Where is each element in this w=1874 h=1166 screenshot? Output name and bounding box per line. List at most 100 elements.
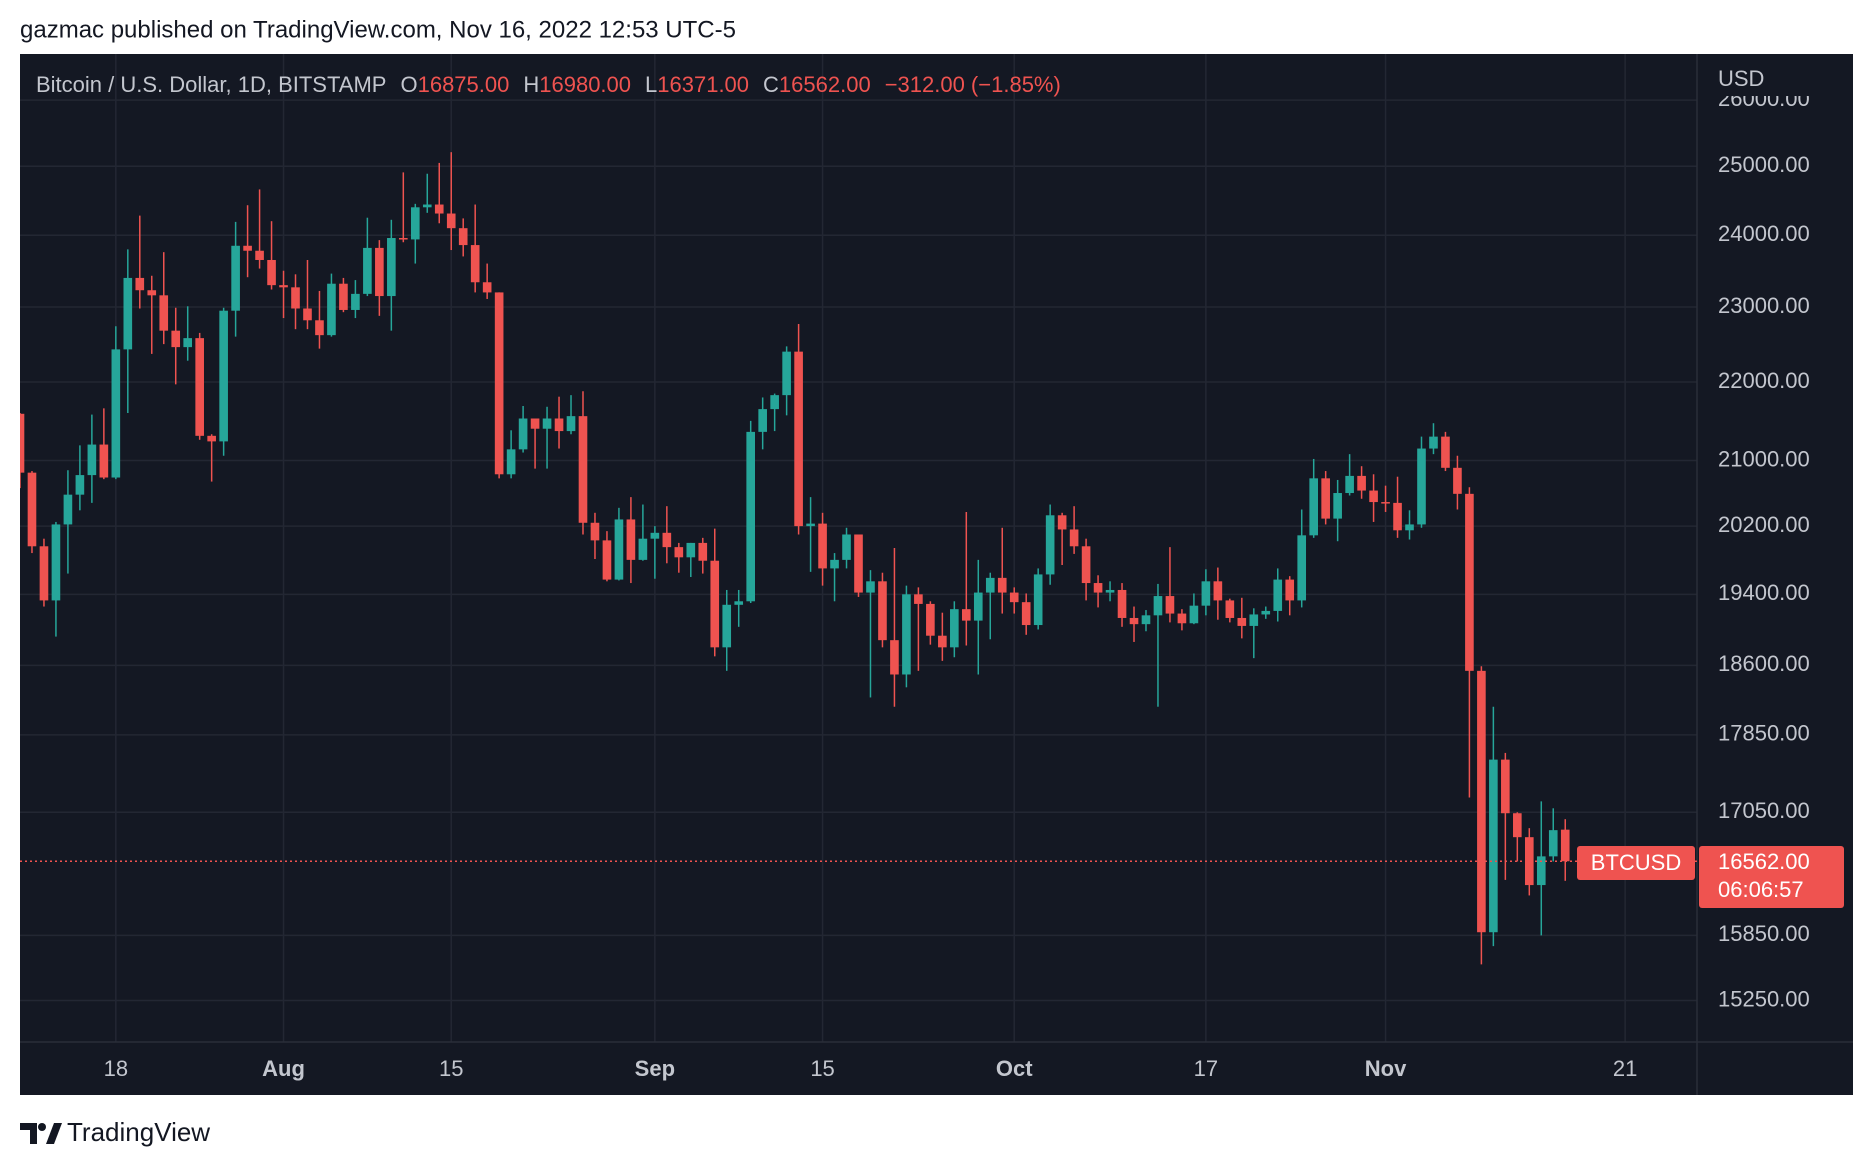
candle-body bbox=[1057, 515, 1067, 530]
candle-body bbox=[207, 435, 216, 442]
candle-body bbox=[626, 519, 636, 560]
candle-body bbox=[973, 592, 983, 621]
candle-body bbox=[650, 532, 660, 539]
candle-body bbox=[1477, 670, 1486, 933]
candle-body bbox=[1249, 614, 1259, 626]
candle-body bbox=[1189, 605, 1199, 624]
candle-body bbox=[1429, 436, 1438, 449]
x-tick-label: 21 bbox=[1613, 1056, 1637, 1081]
candle-body bbox=[1153, 596, 1163, 616]
y-tick-label: 20200.00 bbox=[1718, 512, 1810, 537]
candle-body bbox=[75, 475, 85, 495]
candle-body bbox=[770, 395, 779, 410]
candle-body bbox=[1273, 579, 1283, 611]
y-tick-label: 24000.00 bbox=[1718, 221, 1810, 246]
candle-body bbox=[1117, 589, 1127, 618]
y-tick-label: 22000.00 bbox=[1718, 368, 1810, 393]
candle-body bbox=[159, 295, 169, 331]
caption: gazmac published on TradingView.com, Nov… bbox=[20, 16, 736, 43]
candle-body bbox=[818, 523, 827, 569]
candle-body bbox=[267, 259, 276, 286]
candle-body bbox=[614, 519, 624, 580]
y-tick-label: 25000.00 bbox=[1718, 152, 1810, 177]
symbol-badge-text: BTCUSD bbox=[1591, 850, 1681, 875]
candle-body bbox=[63, 494, 73, 525]
candle-body bbox=[422, 204, 432, 208]
candle-body bbox=[1405, 524, 1414, 531]
y-tick-label: 18600.00 bbox=[1718, 651, 1810, 676]
candle-body bbox=[494, 292, 504, 475]
time-axis: 18 Aug 15 Sep 15 Oct 17 Nov 21 bbox=[104, 1056, 1638, 1081]
x-tick-label: Aug bbox=[262, 1056, 305, 1081]
y-tick-label: 23000.00 bbox=[1718, 293, 1810, 318]
legend-open-label: O bbox=[400, 72, 417, 97]
candle-body bbox=[854, 534, 863, 593]
candle-body bbox=[1524, 837, 1534, 886]
y-axis-title: USD bbox=[1718, 66, 1764, 91]
legend-high: 16980.00 bbox=[539, 72, 631, 97]
candle-body bbox=[39, 546, 49, 601]
candle-body bbox=[578, 416, 588, 523]
candle-body bbox=[87, 444, 97, 476]
candle-body bbox=[458, 228, 468, 246]
price-marker: BTCUSD 16562.00 06:06:57 bbox=[1577, 846, 1844, 908]
candle-body bbox=[1165, 596, 1175, 614]
candle-body bbox=[710, 560, 720, 648]
candle-body bbox=[1261, 610, 1271, 615]
y-tick-label: 15250.00 bbox=[1718, 986, 1810, 1011]
candle-body bbox=[866, 581, 875, 593]
y-tick-label: 26000.00 bbox=[1718, 86, 1810, 111]
candle-body bbox=[351, 293, 360, 310]
price-badge bbox=[1699, 846, 1844, 908]
y-tick-label: 21000.00 bbox=[1718, 446, 1810, 471]
candle-body bbox=[746, 431, 756, 602]
candle-body bbox=[842, 534, 851, 560]
x-tick-label: 17 bbox=[1194, 1056, 1218, 1081]
x-tick-label: Oct bbox=[996, 1056, 1033, 1081]
candle-body bbox=[1105, 589, 1115, 593]
candle-body bbox=[327, 283, 336, 336]
candle-body bbox=[279, 285, 288, 288]
candle-body bbox=[20, 413, 25, 473]
candle-body bbox=[387, 238, 396, 297]
candle-body bbox=[195, 338, 204, 436]
candle-body bbox=[542, 418, 552, 429]
legend-close: 16562.00 bbox=[779, 72, 871, 97]
candle-body bbox=[255, 250, 264, 260]
candle-body bbox=[147, 290, 157, 296]
candle-body bbox=[291, 287, 300, 309]
candle-body bbox=[303, 308, 312, 321]
candle-body bbox=[1009, 592, 1019, 603]
candle-body bbox=[1285, 579, 1295, 601]
candle-body bbox=[1441, 436, 1450, 468]
x-tick-label: 15 bbox=[810, 1056, 834, 1081]
candle-body bbox=[878, 581, 887, 641]
y-tick-label: 17050.00 bbox=[1718, 798, 1810, 823]
legend-close-label: C bbox=[763, 72, 779, 97]
candle-body bbox=[123, 277, 133, 350]
candle-body bbox=[1237, 617, 1247, 626]
candle-body bbox=[410, 207, 420, 240]
candle-body bbox=[363, 247, 372, 294]
candle-body bbox=[926, 603, 935, 636]
candle-body bbox=[950, 609, 959, 648]
candle-body bbox=[1201, 581, 1211, 606]
candle-body bbox=[1033, 574, 1043, 626]
candle-body bbox=[506, 449, 516, 475]
candle-body bbox=[446, 213, 456, 229]
candle-body bbox=[782, 351, 791, 396]
candle-body bbox=[1345, 475, 1354, 494]
candle-body bbox=[135, 277, 145, 291]
candle-body bbox=[1141, 615, 1151, 625]
candle-body bbox=[219, 310, 228, 442]
candle-body bbox=[1129, 617, 1139, 625]
candle-body bbox=[997, 577, 1007, 593]
chart-panel bbox=[20, 54, 1853, 1095]
candle-body bbox=[722, 604, 732, 648]
candle-body bbox=[602, 540, 612, 580]
candle-body bbox=[1357, 475, 1366, 491]
candle-body bbox=[470, 245, 480, 283]
candle-body bbox=[554, 418, 564, 432]
candle-body bbox=[375, 247, 384, 297]
